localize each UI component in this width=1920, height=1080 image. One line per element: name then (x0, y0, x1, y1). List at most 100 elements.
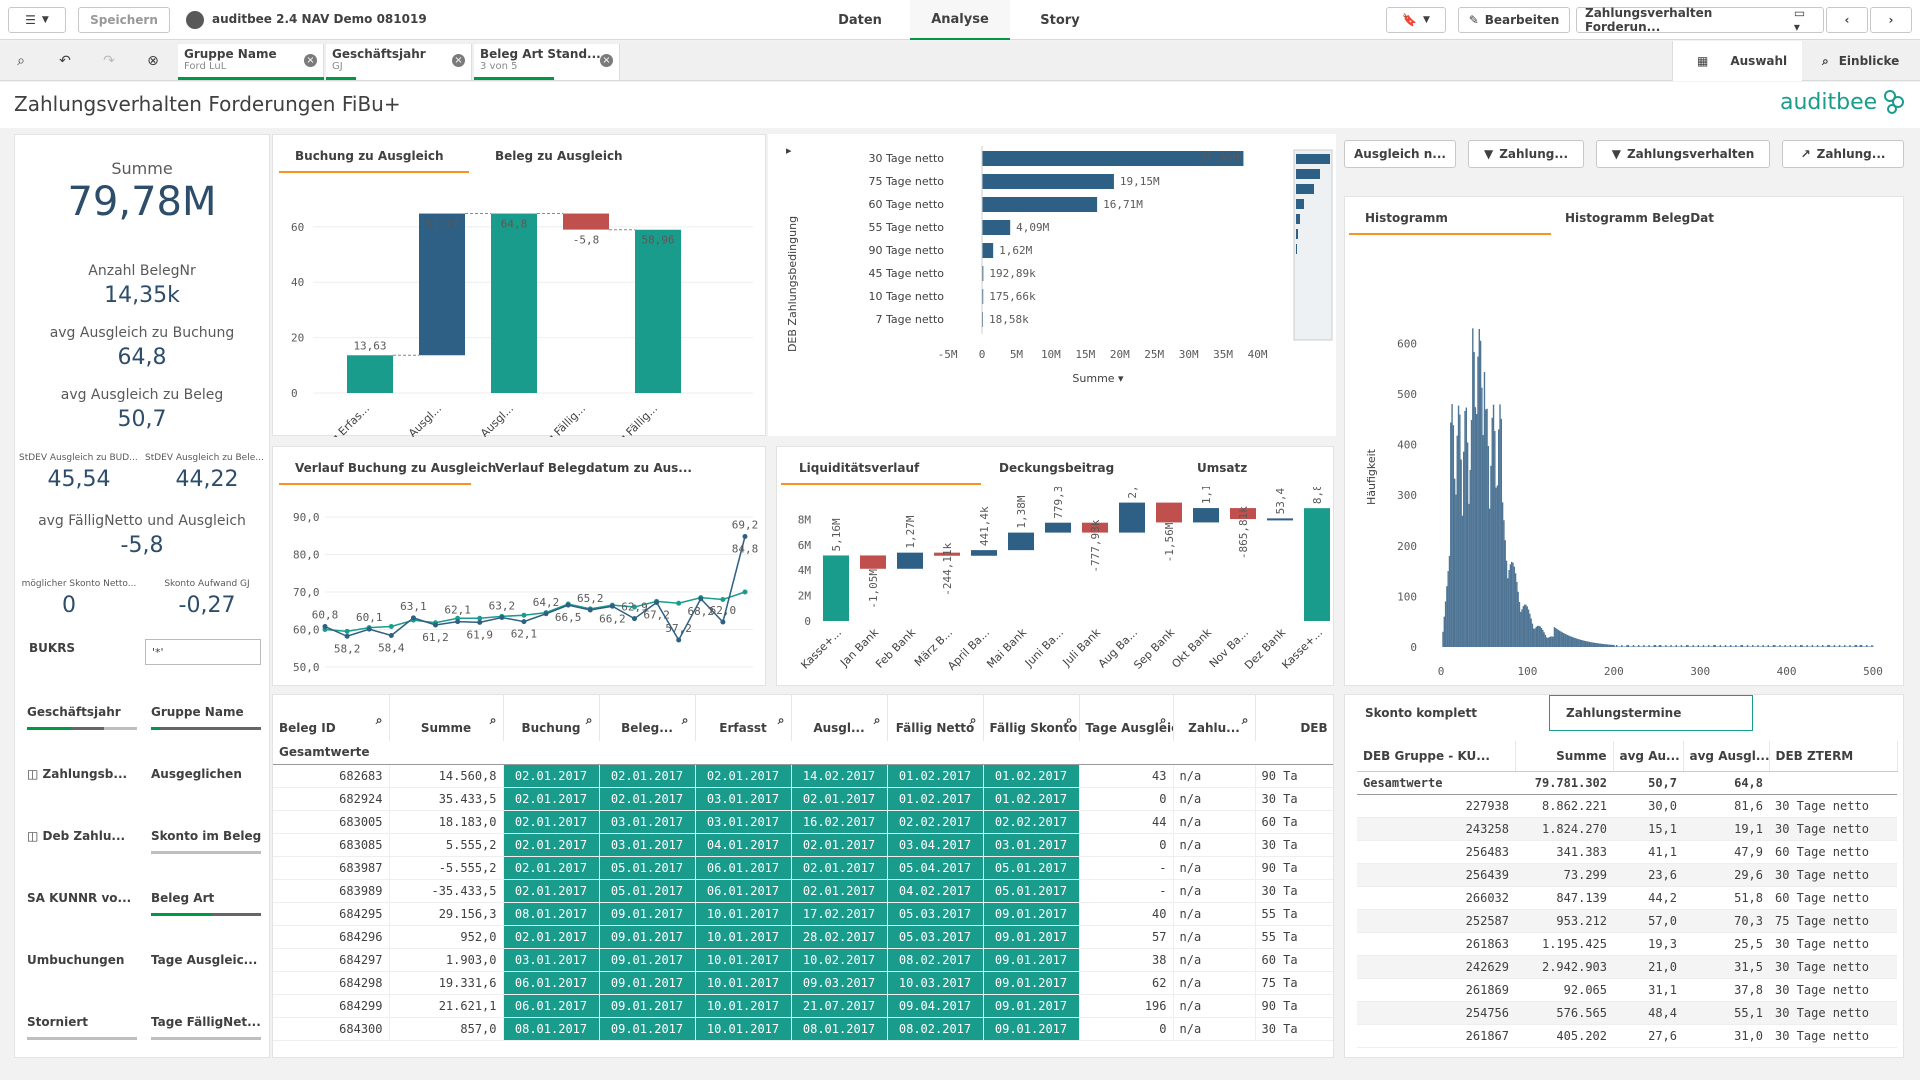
table-row[interactable]: 254756 576.565 48,4 55,1 30 Tage netto (1357, 1001, 1897, 1025)
table-row[interactable]: 684297 1.903,0 03.01.2017 09.01.2017 10.01.2… (273, 948, 1333, 972)
zahlungsverhalten-button[interactable]: ▼ Zahlungsverhalten (1596, 140, 1770, 168)
column-header[interactable]: Zahlu... ⌕ (1173, 695, 1256, 741)
table-row[interactable]: 252587 953.212 57,0 70,3 75 Tage netto (1357, 909, 1897, 933)
column-header[interactable]: Fällig Netto ⌕ (887, 695, 984, 741)
previous-sheet-button[interactable]: ‹ (1826, 7, 1868, 33)
table-row[interactable]: 683989 -35.433,5 02.01.2017 05.01.2017 06.01… (273, 879, 1333, 903)
tab-zahlungstermine[interactable]: Zahlungstermine (1549, 695, 1753, 731)
column-header[interactable]: avg Au... (1613, 741, 1684, 772)
column-header[interactable]: DEB⌕ (1255, 695, 1333, 741)
table-row[interactable]: 683005 18.183,0 02.01.2017 03.01.2017 03.01.… (273, 810, 1333, 834)
column-header[interactable]: Summe ⌕ (389, 695, 504, 741)
filter-tage-ausgleic[interactable]: Tage Ausgleic... (151, 953, 263, 967)
search-icon[interactable]: ⌕ (681, 713, 689, 727)
table-row[interactable]: 256439 73.299 23,6 29,6 30 Tage netto (1357, 863, 1897, 887)
selection-chip-gruppe[interactable]: Gruppe Name Ford LuL × (178, 44, 324, 80)
column-header[interactable]: Erfasst ⌕ (695, 695, 792, 741)
table-row[interactable]: 261867 405.202 27,6 31,0 30 Tage netto (1357, 1024, 1897, 1048)
tab-analyse[interactable]: Analyse (910, 0, 1010, 40)
table-row[interactable]: 242629 2.942.903 21,0 31,5 30 Tage netto (1357, 955, 1897, 979)
search-icon[interactable]: ⌕ (1241, 713, 1249, 727)
search-icon[interactable]: ⌕ (1159, 713, 1167, 727)
search-icon[interactable]: ⌕ (969, 713, 977, 727)
column-header[interactable]: avg Ausgl... (1683, 741, 1770, 772)
tab-verlauf-belegdatum[interactable]: Verlauf Belegdatum zu Aus... (495, 461, 692, 475)
column-header[interactable]: DEB Gruppe - KU... (1357, 741, 1516, 772)
filter-sa-kunnr[interactable]: SA KUNNR vo... (27, 891, 139, 905)
tab-story[interactable]: Story (1040, 12, 1080, 28)
edit-button[interactable]: ✎ Bearbeiten (1458, 7, 1570, 33)
save-button[interactable]: Speichern (78, 7, 170, 33)
tab-liquiditaetsverlauf[interactable]: Liquiditätsverlauf (799, 461, 920, 475)
filter-ausgeglichen[interactable]: Ausgeglichen (151, 767, 263, 781)
clear-all-icon[interactable]: ⊗ (147, 53, 159, 69)
table-row[interactable]: 684295 29.156,3 08.01.2017 09.01.2017 10.01.… (273, 902, 1333, 926)
selection-chip-geschaeftsjahr[interactable]: Geschäftsjahr GJ × (326, 44, 472, 80)
table-row[interactable]: 243258 1.824.270 15,1 19,1 30 Tage netto (1357, 817, 1897, 841)
search-icon[interactable]: ⌕ (585, 713, 593, 727)
table-row[interactable]: 683987 -5.555,2 02.01.2017 05.01.2017 06.01.… (273, 856, 1333, 880)
filter-deb-zahlu[interactable]: ◫ Deb Zahlu... (27, 829, 139, 843)
tab-histogramm[interactable]: Histogramm (1365, 211, 1448, 225)
table-row[interactable]: 261863 1.195.425 19,3 25,5 30 Tage netto (1357, 932, 1897, 956)
filter-umbuchungen[interactable]: Umbuchungen (27, 953, 139, 967)
tab-verlauf-buchung[interactable]: Verlauf Buchung zu Ausgleich (295, 461, 497, 475)
search-icon[interactable]: ⌕ (489, 713, 497, 727)
table-row[interactable]: 682683 14.560,8 02.01.2017 02.01.2017 02.01.… (273, 764, 1333, 788)
tab-skonto-komplett[interactable]: Skonto komplett (1365, 706, 1477, 720)
table-row[interactable]: 227938 8.862.221 30,0 81,6 30 Tage netto (1357, 794, 1897, 818)
table-row[interactable]: 261869 92.065 31,1 37,8 30 Tage netto (1357, 978, 1897, 1002)
einblicke-button[interactable]: ⌕ Einblicke (1806, 41, 1920, 81)
filter-storniert[interactable]: Storniert (27, 1015, 139, 1040)
zahlung-filter-button[interactable]: ▼ Zahlung... (1468, 140, 1584, 168)
column-header[interactable]: Ausgl... ⌕ (791, 695, 888, 741)
tab-buchung-zu-ausgleich[interactable]: Buchung zu Ausgleich (295, 149, 444, 163)
table-row[interactable]: 684296 952,0 02.01.2017 09.01.2017 10.01.201… (273, 925, 1333, 949)
column-header[interactable]: Summe (1515, 741, 1614, 772)
close-icon[interactable]: × (304, 54, 317, 67)
column-header[interactable]: Buchung ⌕ (503, 695, 600, 741)
tab-umsatz[interactable]: Umsatz (1197, 461, 1248, 475)
column-header[interactable]: Fällig Skonto ⌕ (983, 695, 1080, 741)
table-row[interactable]: 684299 21.621,1 06.01.2017 09.01.2017 10.01.… (273, 994, 1333, 1018)
tab-daten[interactable]: Daten (838, 12, 882, 28)
zahlung-link-button[interactable]: ↗ Zahlung... (1782, 140, 1904, 168)
smart-search-icon[interactable]: ⌕ (17, 53, 25, 69)
step-back-icon[interactable]: ↶ (59, 53, 71, 69)
ausgleich-button[interactable]: Ausgleich n... (1344, 140, 1456, 168)
bookmark-button[interactable]: 🔖 ▼ (1386, 7, 1446, 33)
bukrs-input[interactable]: '*' (145, 639, 261, 665)
table-row[interactable]: 683085 5.555,2 02.01.2017 03.01.2017 04.01.2… (273, 833, 1333, 857)
tab-histogramm-belegdat[interactable]: Histogramm BelegDat (1565, 211, 1714, 225)
filter-tage-faelligNet[interactable]: Tage FälligNet... (151, 1015, 263, 1040)
global-menu-button[interactable]: ☰ ▼ (8, 7, 66, 33)
filter-skonto-im-beleg[interactable]: Skonto im Beleg (151, 829, 263, 854)
search-icon[interactable]: ⌕ (375, 713, 383, 727)
column-header[interactable]: Tage Ausgleich Buchung⌕ (1079, 695, 1174, 741)
column-header[interactable]: DEB ZTERM (1769, 741, 1898, 772)
table-row[interactable]: 266032 847.139 44,2 51,8 60 Tage netto (1357, 886, 1897, 910)
search-icon[interactable]: ⌕ (777, 713, 785, 727)
sheet-selector-label: Zahlungsverhalten Forderun... (1585, 6, 1713, 34)
filter-geschaeftsjahr[interactable]: Geschäftsjahr (27, 705, 139, 730)
column-header[interactable]: Beleg ID ⌕ (273, 695, 390, 741)
close-icon[interactable]: × (452, 54, 465, 67)
tab-deckungsbeitrag[interactable]: Deckungsbeitrag (999, 461, 1115, 475)
table-row[interactable]: 684298 19.331,6 06.01.2017 09.01.2017 10.01.… (273, 971, 1333, 995)
table-row[interactable]: 682924 35.433,5 02.01.2017 02.01.2017 03.01.… (273, 787, 1333, 811)
tab-beleg-zu-ausgleich[interactable]: Beleg zu Ausgleich (495, 149, 623, 163)
table-row[interactable]: 684300 857,0 08.01.2017 09.01.2017 10.01.201… (273, 1017, 1333, 1041)
filter-gruppe-name[interactable]: Gruppe Name (151, 705, 263, 730)
filter-beleg-art[interactable]: Beleg Art (151, 891, 263, 916)
filter-zahlungsb[interactable]: ◫ Zahlungsb... (27, 767, 139, 781)
auswahl-button[interactable]: ▦ Auswahl (1672, 41, 1802, 81)
close-icon[interactable]: × (600, 54, 613, 67)
search-icon[interactable]: ⌕ (1065, 713, 1073, 727)
step-forward-icon[interactable]: ↷ (103, 53, 115, 69)
table-row[interactable]: 256483 341.383 41,1 47,9 60 Tage netto (1357, 840, 1897, 864)
selection-chip-belegart[interactable]: Beleg Art Stand... 3 von 5 × (474, 44, 620, 80)
sheet-selector[interactable]: Zahlungsverhalten Forderun... ▭ ▾ (1576, 6, 1824, 34)
search-icon[interactable]: ⌕ (873, 713, 881, 727)
column-header[interactable]: Beleg... ⌕ (599, 695, 696, 741)
next-sheet-button[interactable]: › (1870, 7, 1912, 33)
